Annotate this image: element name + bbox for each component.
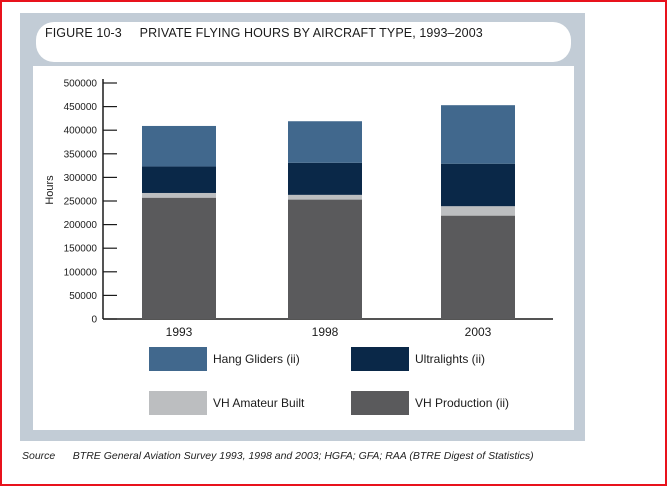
- legend-label: Ultralights (ii): [415, 352, 485, 366]
- y-tick-label: 300000: [64, 173, 98, 184]
- x-tick-label: 1993: [166, 325, 193, 339]
- y-tick-label: 0: [91, 315, 97, 326]
- y-tick-label: 500000: [64, 79, 98, 90]
- y-tick-label: 450000: [64, 102, 98, 113]
- x-tick-label: 1998: [312, 325, 339, 339]
- x-tick-label: 2003: [465, 325, 492, 339]
- y-tick-label: 50000: [69, 291, 97, 302]
- legend-label: VH Amateur Built: [213, 396, 305, 410]
- y-axis-title: Hours: [44, 175, 56, 205]
- bar-segment: [142, 125, 216, 167]
- legend-swatch: [351, 391, 409, 415]
- legend-swatch: [149, 347, 207, 371]
- legend-swatch: [149, 391, 207, 415]
- bar-segment: [288, 194, 362, 200]
- bar-segment: [142, 166, 216, 193]
- bar-segment: [288, 121, 362, 163]
- y-tick-label: 400000: [64, 126, 98, 137]
- legend-label: VH Production (ii): [415, 396, 509, 410]
- figure-title: FIGURE 10-3 PRIVATE FLYING HOURS BY AIRC…: [45, 26, 483, 40]
- bar-segment: [441, 105, 515, 164]
- bar-segment: [441, 215, 515, 319]
- y-tick-label: 250000: [64, 197, 98, 208]
- legend-label: Hang Gliders (ii): [213, 352, 300, 366]
- bar-segment: [288, 199, 362, 319]
- bar-segment: [441, 163, 515, 207]
- y-tick-label: 100000: [64, 267, 98, 278]
- bar-segment: [288, 162, 362, 195]
- legend-swatch: [351, 347, 409, 371]
- title-banner: [36, 22, 571, 62]
- y-tick-label: 350000: [64, 149, 98, 160]
- bar-segment: [142, 197, 216, 319]
- bar-segment: [142, 192, 216, 198]
- y-tick-label: 150000: [64, 244, 98, 255]
- bar-segment: [441, 206, 515, 216]
- y-tick-label: 200000: [64, 220, 98, 231]
- source-note: Source BTRE General Aviation Survey 1993…: [22, 450, 534, 462]
